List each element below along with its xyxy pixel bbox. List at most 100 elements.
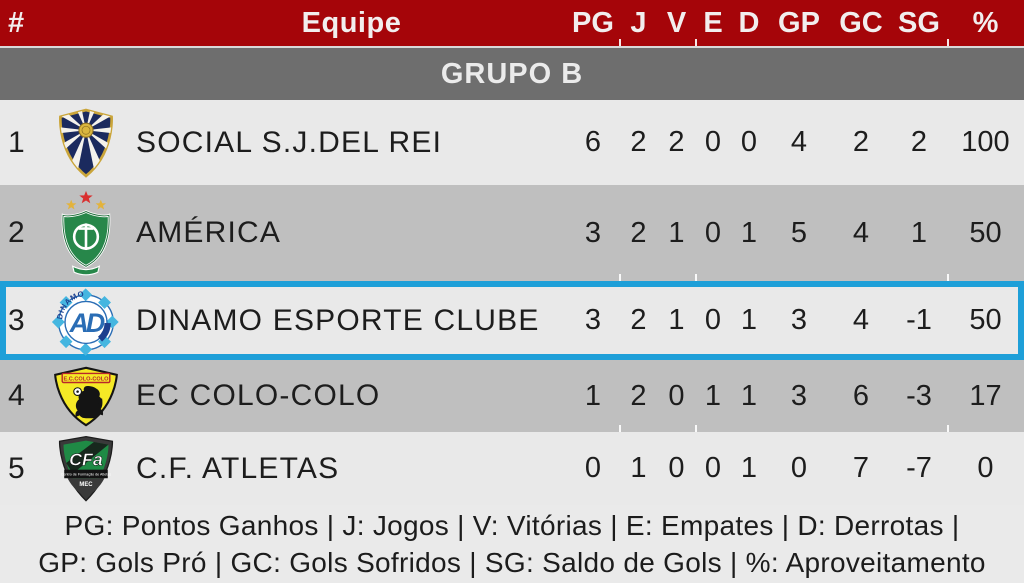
col-header-sg: SG <box>898 6 940 39</box>
stat-pg: 0 <box>584 452 602 484</box>
stat-gp: 3 <box>790 379 808 412</box>
team-crest-cell: CFa Centro de Formação de Atletas MEC <box>36 435 136 503</box>
col-header-v: V <box>666 6 687 39</box>
svg-text:MEC: MEC <box>79 482 93 488</box>
rank-cell: 3 <box>8 303 25 337</box>
table-row: 5 CFa Centro de Formação de Atletas MEC … <box>0 432 1024 505</box>
stat-sg: 2 <box>910 126 928 158</box>
stat-pct: 17 <box>969 379 1002 412</box>
team-name: EC COLO-COLO <box>136 379 381 412</box>
cell-separator-tick <box>947 39 949 46</box>
stat-v: 0 <box>668 379 685 412</box>
team-crest-cell <box>36 189 136 277</box>
stat-j: 2 <box>630 216 647 249</box>
rank-cell: 2 <box>8 216 25 249</box>
stat-gp: 4 <box>790 126 808 158</box>
legend-line-2: GP: Gols Pró | GC: Gols Sofridos | SG: S… <box>38 547 986 578</box>
dinamo-crest-icon: AD DINAMO <box>51 287 119 356</box>
team-crest-cell: AD DINAMO <box>36 286 136 356</box>
stat-sg: -1 <box>906 304 932 336</box>
cell-separator-tick <box>619 425 621 432</box>
stat-j: 2 <box>630 379 647 412</box>
stat-v: 1 <box>668 216 685 249</box>
stat-pg: 1 <box>584 379 602 412</box>
table-row-highlighted: 3 AD DINAMO DI <box>0 281 1024 360</box>
col-header-d: D <box>738 6 760 39</box>
col-header-gc: GC <box>839 6 883 39</box>
rank-cell: 5 <box>8 451 25 485</box>
stat-pct: 0 <box>977 452 994 484</box>
svg-text:CFa: CFa <box>69 449 103 469</box>
stat-gc: 2 <box>852 126 870 158</box>
social-sj-del-rei-crest-icon <box>59 108 113 178</box>
table-row: 2 AMÉRICA 3 2 1 0 1 5 4 1 50 <box>0 185 1024 281</box>
stat-v: 1 <box>668 304 685 336</box>
stat-pct: 50 <box>969 216 1002 249</box>
svg-text:E.C.COLO-COLO: E.C.COLO-COLO <box>63 376 109 382</box>
stat-e: 0 <box>704 216 722 249</box>
cell-separator-tick <box>619 274 621 281</box>
table-row: 4 E.C.COLO-COLO EC COLO-COLO 1 2 0 1 1 3… <box>0 360 1024 432</box>
cf-atletas-crest-icon: CFa Centro de Formação de Atletas MEC <box>58 435 114 502</box>
cell-separator-tick <box>947 274 949 281</box>
stat-d: 1 <box>740 304 758 336</box>
legend-line-1: PG: Pontos Ganhos | J: Jogos | V: Vitóri… <box>64 510 960 541</box>
stat-gc: 7 <box>852 452 870 484</box>
stat-v: 0 <box>668 452 685 484</box>
team-name: SOCIAL S.J.DEL REI <box>136 125 443 159</box>
stat-d: 1 <box>740 216 758 249</box>
col-header-e: E <box>703 6 723 39</box>
rank-cell: 4 <box>8 379 25 412</box>
team-crest-cell: E.C.COLO-COLO <box>36 365 136 428</box>
stat-gp: 5 <box>790 216 808 249</box>
stat-e: 0 <box>704 452 722 484</box>
stat-pg: 3 <box>584 216 602 249</box>
ec-colo-colo-crest-icon: E.C.COLO-COLO <box>54 366 118 426</box>
stat-sg: -3 <box>906 379 932 412</box>
svg-text:Centro de Formação de Atletas: Centro de Formação de Atletas <box>61 472 111 476</box>
stat-gp: 0 <box>790 452 808 484</box>
table-header-row: # Equipe PG J V E D GP GC SG % <box>0 0 1024 48</box>
stat-pct: 100 <box>961 126 1010 158</box>
stat-pct: 50 <box>969 304 1002 336</box>
cell-separator-tick <box>619 39 621 46</box>
cell-separator-tick <box>695 425 697 432</box>
rank-cell: 1 <box>8 125 25 159</box>
stat-pg: 3 <box>584 304 602 336</box>
team-name: AMÉRICA <box>136 216 282 249</box>
stat-sg: -7 <box>906 452 932 484</box>
stat-pg: 6 <box>584 126 602 158</box>
stat-j: 2 <box>630 304 647 336</box>
col-header-j: J <box>630 6 647 39</box>
stat-sg: 1 <box>910 216 928 249</box>
stat-e: 1 <box>704 379 722 412</box>
stat-gp: 3 <box>790 304 808 336</box>
stat-j: 1 <box>630 452 647 484</box>
cell-separator-tick <box>947 425 949 432</box>
col-header-pg: PG <box>572 6 614 39</box>
cell-separator-tick <box>695 39 697 46</box>
stat-gc: 4 <box>852 216 870 249</box>
team-name: C.F. ATLETAS <box>136 451 340 485</box>
stat-v: 2 <box>668 126 685 158</box>
stat-j: 2 <box>630 126 647 158</box>
col-header-pct: % <box>972 6 999 39</box>
col-header-gp: GP <box>778 6 820 39</box>
team-name: DINAMO ESPORTE CLUBE <box>136 303 540 337</box>
stat-gc: 6 <box>852 379 870 412</box>
table-row: 1 <box>0 100 1024 185</box>
stat-d: 1 <box>740 379 758 412</box>
col-header-equipe: Equipe <box>301 6 402 39</box>
stat-gc: 4 <box>852 304 870 336</box>
america-crest-icon <box>61 190 111 276</box>
col-header-rank: # <box>8 6 25 39</box>
legend: PG: Pontos Ganhos | J: Jogos | V: Vitóri… <box>0 505 1024 583</box>
team-crest-cell <box>36 106 136 180</box>
stat-d: 0 <box>740 126 758 158</box>
stat-e: 0 <box>704 126 722 158</box>
group-label: GRUPO B <box>440 57 584 90</box>
stat-d: 1 <box>740 452 758 484</box>
cell-separator-tick <box>695 274 697 281</box>
group-band: GRUPO B <box>0 48 1024 100</box>
